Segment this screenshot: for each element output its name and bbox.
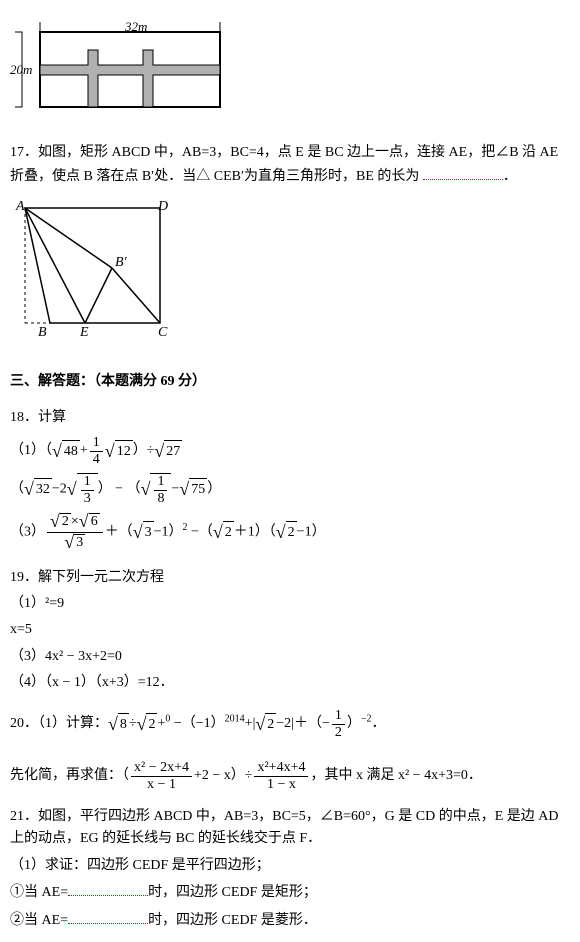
p17-svg: A D B E C B′ [10, 198, 180, 338]
p19-1: （1）²=9 [10, 593, 570, 615]
problem-17: 17．如图，矩形 ABCD 中，AB=3，BC=4，点 E 是 BC 边上一点，… [10, 142, 570, 188]
p21-l3a: ①当 AE= [10, 885, 68, 900]
sqrt32: √32 [24, 475, 52, 504]
sqrt18: √18 [141, 473, 172, 506]
p18-1: （1）（√48+14√12）÷√27 [10, 435, 570, 467]
p17-Bp: B′ [115, 255, 128, 270]
frac-sqrt: √2×√6√3 [47, 512, 103, 553]
p20-l2c: ，其中 x 满足 x² − 4x+3=0． [310, 768, 481, 783]
frac-xa: x² − 2x+4x − 1 [131, 760, 192, 792]
p17-blank [423, 165, 503, 180]
problem-18: 18．计算 （1）（√48+14√12）÷√27 （√32−2√13） − （√… [10, 407, 570, 553]
p18-3-rest: ＋（ [105, 524, 133, 539]
p21-l4a: ②当 AE= [10, 913, 68, 928]
p20-l1e: −2|＋（− [276, 717, 330, 732]
p21-l4: ②当 AE= 时，四边形 CEDF 是菱形． [10, 909, 570, 932]
sqrt12: √12 [105, 437, 133, 466]
p21-l2: （1）求证：四边形 CEDF 是平行四边形； [10, 855, 570, 877]
p18-3-d: −1） [297, 524, 326, 539]
p17-E: E [79, 325, 89, 340]
p20-exp2: −2 [361, 714, 372, 725]
p20-l2b: +2 − x）÷ [194, 768, 252, 783]
p17-quad [25, 208, 160, 323]
p19-2: x=5 [10, 619, 570, 641]
p20-l1c: −（−1） [170, 717, 224, 732]
p18-1-pre: （1）（ [10, 443, 52, 458]
frac-xb: x²+4x+41 − x [254, 760, 308, 792]
p18-1-mid: ）÷ [133, 443, 155, 458]
fig1-height-label: 20m [10, 62, 32, 77]
p21-l4b: 时，四边形 CEDF 是菱形． [148, 913, 317, 928]
fig1-svg: 32m 20m [10, 20, 240, 120]
p19-4: （4）（x − 1）（x+3）=12． [10, 672, 570, 694]
p17-AE [25, 208, 85, 323]
figure-path-rect: 32m 20m [10, 20, 570, 128]
p21-l1: 21．如图，平行四边形 ABCD 中，AB=3，BC=5，∠B=60°，G 是 … [10, 806, 570, 851]
sqrt8: √8 [108, 710, 129, 739]
fig1-path [40, 50, 220, 107]
p20-l1d: +| [245, 717, 256, 732]
p18-3-pre: （3） [10, 524, 45, 539]
sqrt75: √75 [179, 475, 207, 504]
sqrt2e: √2 [137, 710, 158, 739]
section-3-title: 三、解答题：（本题满分 69 分） [10, 371, 570, 393]
p20-exp: 2014 [225, 714, 245, 725]
p18-3-a: −1） [154, 524, 183, 539]
p17-AB' [25, 208, 112, 268]
p20-l1f: ） [347, 717, 361, 732]
p21-blank1 [68, 881, 148, 896]
problem-19: 19．解下列一元二次方程 （1）²=9 x=5 （3）4x² − 3x+2=0 … [10, 567, 570, 695]
p20-l1b: ÷ [129, 717, 137, 732]
p19-title: 19．解下列一元二次方程 [10, 570, 164, 585]
p19-3: （3）4x² − 3x+2=0 [10, 646, 570, 668]
figure-p17: A D B E C B′ [10, 198, 570, 346]
fig1-width-label: 32m [124, 19, 147, 34]
p17-D: D [157, 199, 168, 214]
frac12: 12 [332, 708, 345, 740]
p18-3-c: ＋1）（ [234, 524, 276, 539]
p17-B: B [38, 325, 47, 340]
p18-title: 18．计算 [10, 410, 66, 425]
p18-3: （3）√2×√6√3＋（√3−1）2 −（√2＋1）（√2−1） [10, 512, 570, 553]
p18-2: （√32−2√13） − （√18−√75） [10, 473, 570, 506]
p20-l1: 20．（1）计算：√8÷√2+0 −（−1）2014+|√2−2|＋（−12）−… [10, 708, 570, 740]
sqrt2d: √2 [276, 518, 297, 547]
p17-A: A [15, 199, 25, 214]
p17-C: C [158, 325, 168, 340]
frac-1-4: 14 [90, 435, 103, 467]
p17-EB' [85, 268, 112, 323]
problem-20: 20．（1）计算：√8÷√2+0 −（−1）2014+|√2−2|＋（−12）−… [10, 708, 570, 792]
p18-3-b: −（ [187, 524, 212, 539]
p21-l3: ①当 AE= 时，四边形 CEDF 是矩形； [10, 881, 570, 904]
p20-l2: 先化简，再求值：（x² − 2x+4x − 1+2 − x）÷x²+4x+41 … [10, 760, 570, 792]
p21-l3b: 时，四边形 CEDF 是矩形； [148, 885, 317, 900]
p17-B'C [112, 268, 160, 323]
problem-21: 21．如图，平行四边形 ABCD 中，AB=3，BC=5，∠B=60°，G 是 … [10, 806, 570, 932]
p20-l2a: 先化简，再求值：（ [10, 768, 129, 783]
sqrt48: √48 [52, 437, 80, 466]
sqrt27: √27 [154, 437, 182, 466]
sqrt13: √13 [67, 473, 98, 506]
sqrt2c: √2 [213, 518, 234, 547]
p20-l1a: 20．（1）计算： [10, 717, 108, 732]
p18-2-dash: ） − （ [98, 482, 141, 497]
p21-blank2 [68, 909, 148, 924]
sqrt3b: √3 [133, 518, 154, 547]
sqrt2f: √2 [255, 710, 276, 739]
